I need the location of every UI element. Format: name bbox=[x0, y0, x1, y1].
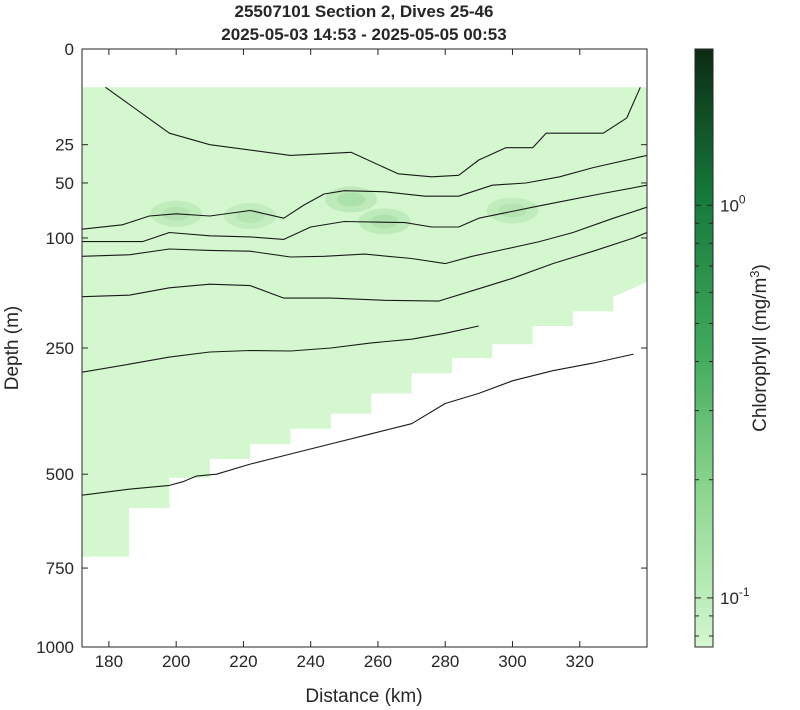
x-tick-label-200: 200 bbox=[162, 652, 190, 671]
colorbar-label-sup: 3 bbox=[747, 270, 762, 277]
contour-line-1 bbox=[82, 154, 647, 230]
colorbar-tick-exponent-1: 0 bbox=[739, 192, 746, 206]
x-tick-label-220: 220 bbox=[229, 652, 257, 671]
contour-line-0 bbox=[105, 86, 641, 178]
y-tick-label-250: 250 bbox=[46, 339, 74, 358]
x-tick-label-260: 260 bbox=[364, 652, 392, 671]
chl-max-inner-3 bbox=[370, 214, 399, 229]
contour-line-6 bbox=[82, 353, 634, 496]
colorbar-tick-base-0: 10 bbox=[720, 589, 739, 608]
colorbar-tick-label-0: 10-1 bbox=[720, 585, 750, 608]
colorbar-label-text: Chlorophyll (mg/m bbox=[750, 278, 771, 432]
y-tick-label-500: 500 bbox=[46, 465, 74, 484]
contour-line-5 bbox=[82, 325, 479, 373]
x-tick-label-320: 320 bbox=[566, 652, 594, 671]
x-tick-label-240: 240 bbox=[297, 652, 325, 671]
data-coverage-fill bbox=[82, 87, 647, 557]
chart-title: 25507101 Section 2, Dives 25-46 bbox=[235, 2, 494, 21]
x-axis-label: Distance (km) bbox=[305, 686, 422, 707]
chl-max-outer-1 bbox=[224, 202, 277, 229]
chl-max-inner-1 bbox=[236, 208, 265, 223]
contour-line-4 bbox=[82, 231, 647, 302]
x-tick-label-280: 280 bbox=[431, 652, 459, 671]
colorbar-label: Chlorophyll (mg/m3) bbox=[747, 264, 771, 432]
contour-line-3 bbox=[82, 206, 647, 265]
y-tick-label-1000: 1000 bbox=[36, 638, 74, 657]
isopycnal-contours bbox=[82, 86, 647, 496]
y-tick-label-100: 100 bbox=[46, 229, 74, 248]
chl-max-inner-4 bbox=[498, 203, 527, 218]
y-tick-label-50: 50 bbox=[55, 174, 74, 193]
y-axis-label: Depth (m) bbox=[2, 306, 23, 390]
x-tick-label-180: 180 bbox=[95, 652, 123, 671]
chlorophyll-maximum-layer bbox=[150, 186, 539, 235]
chl-max-inner-2 bbox=[337, 192, 366, 207]
contour-line-2 bbox=[82, 184, 647, 243]
colorbar-tick-base-1: 10 bbox=[720, 196, 739, 215]
y-axis-ticks: 0 25 50 100 250 500 750 1000 bbox=[36, 40, 647, 657]
x-axis-ticks: 180 200 220 240 260 280 300 320 bbox=[95, 49, 594, 671]
chart-subtitle: 2025-05-03 14:53 - 2025-05-05 00:53 bbox=[221, 25, 506, 44]
y-tick-label-750: 750 bbox=[46, 559, 74, 578]
colorbar-label-close: ) bbox=[750, 264, 771, 270]
y-tick-label-0: 0 bbox=[65, 40, 74, 59]
colorbar-tick-exponent-0: -1 bbox=[739, 585, 750, 599]
y-tick-label-25: 25 bbox=[55, 136, 74, 155]
plot-area: 180 200 220 240 260 280 300 320 0 25 50 100 250 500 7… bbox=[36, 40, 648, 671]
colorbar-ramp bbox=[694, 48, 714, 648]
x-tick-label-300: 300 bbox=[498, 652, 526, 671]
colorbar-tick-label-1: 100 bbox=[720, 192, 746, 215]
